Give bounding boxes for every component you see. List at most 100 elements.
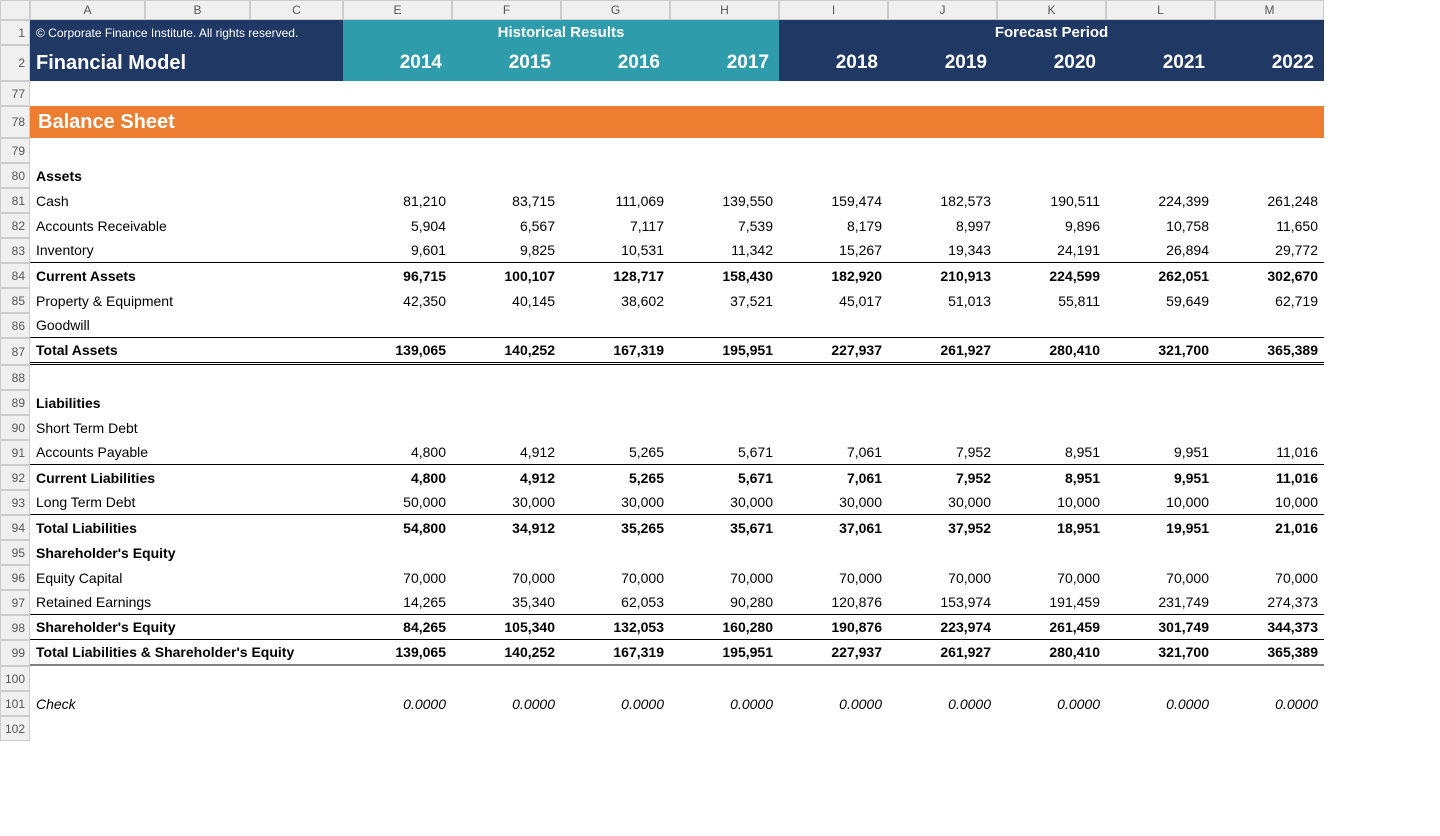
value-cell: 140,252 — [452, 338, 561, 365]
value-cell — [1215, 313, 1324, 338]
blank — [888, 390, 997, 415]
blank — [997, 390, 1106, 415]
value-cell: 8,951 — [997, 465, 1106, 490]
blank — [888, 163, 997, 188]
row-header-99[interactable]: 99 — [0, 640, 30, 666]
value-cell: 30,000 — [452, 490, 561, 515]
blank — [670, 163, 779, 188]
row-label: Property & Equipment — [30, 288, 343, 313]
value-cell: 0.0000 — [1106, 691, 1215, 716]
row-header-80[interactable]: 80 — [0, 163, 30, 188]
row-header-78[interactable]: 78 — [0, 106, 30, 138]
row-header-100[interactable]: 100 — [0, 666, 30, 691]
column-header-G[interactable]: G — [561, 0, 670, 20]
row-header-84[interactable]: 84 — [0, 263, 30, 288]
row-header-98[interactable]: 98 — [0, 615, 30, 640]
blank — [343, 540, 452, 565]
cell[interactable]: © Corporate Finance Institute. All right… — [30, 20, 343, 45]
value-cell: 301,749 — [1106, 615, 1215, 640]
value-cell: 11,016 — [1215, 440, 1324, 465]
blank — [888, 540, 997, 565]
value-cell: 26,894 — [1106, 238, 1215, 263]
column-header-E[interactable]: E — [343, 0, 452, 20]
value-cell: 10,531 — [561, 238, 670, 263]
value-cell — [452, 313, 561, 338]
value-cell: 11,650 — [1215, 213, 1324, 238]
blank — [997, 163, 1106, 188]
column-header-B[interactable]: B — [145, 0, 250, 20]
column-header-K[interactable]: K — [997, 0, 1106, 20]
blank — [997, 540, 1106, 565]
row-header-96[interactable]: 96 — [0, 565, 30, 590]
value-cell: 10,000 — [1215, 490, 1324, 515]
value-cell: 160,280 — [670, 615, 779, 640]
row-header-1[interactable]: 1 — [0, 20, 30, 45]
row-header-79[interactable]: 79 — [0, 138, 30, 163]
blank — [30, 716, 1324, 741]
value-cell: 0.0000 — [452, 691, 561, 716]
column-header-I[interactable]: I — [779, 0, 888, 20]
row-label: Inventory — [30, 238, 343, 263]
value-cell: 274,373 — [1215, 590, 1324, 615]
year-header-2015: 2015 — [452, 45, 561, 81]
value-cell: 7,117 — [561, 213, 670, 238]
blank — [561, 390, 670, 415]
value-cell: 182,573 — [888, 188, 997, 213]
value-cell: 38,602 — [561, 288, 670, 313]
row-header-85[interactable]: 85 — [0, 288, 30, 313]
year-header-2022: 2022 — [1215, 45, 1324, 81]
value-cell: 29,772 — [1215, 238, 1324, 263]
row-header-81[interactable]: 81 — [0, 188, 30, 213]
row-header-94[interactable]: 94 — [0, 515, 30, 540]
row-header-2[interactable]: 2 — [0, 45, 30, 81]
row-header-86[interactable]: 86 — [0, 313, 30, 338]
value-cell: 50,000 — [343, 490, 452, 515]
value-cell — [888, 313, 997, 338]
value-cell: 19,343 — [888, 238, 997, 263]
row-header-90[interactable]: 90 — [0, 415, 30, 440]
value-cell: 5,671 — [670, 440, 779, 465]
column-header-J[interactable]: J — [888, 0, 997, 20]
blank — [30, 666, 1324, 691]
column-header-F[interactable]: F — [452, 0, 561, 20]
value-cell: 167,319 — [561, 640, 670, 666]
row-header-89[interactable]: 89 — [0, 390, 30, 415]
row-header-77[interactable]: 77 — [0, 81, 30, 106]
column-header-C[interactable]: C — [250, 0, 343, 20]
value-cell: 167,319 — [561, 338, 670, 365]
value-cell: 344,373 — [1215, 615, 1324, 640]
row-header-87[interactable]: 87 — [0, 338, 30, 365]
column-header-L[interactable]: L — [1106, 0, 1215, 20]
value-cell: 321,700 — [1106, 640, 1215, 666]
value-cell: 9,951 — [1106, 440, 1215, 465]
value-cell: 9,825 — [452, 238, 561, 263]
value-cell: 96,715 — [343, 263, 452, 288]
row-header-95[interactable]: 95 — [0, 540, 30, 565]
row-header-93[interactable]: 93 — [0, 490, 30, 515]
value-cell: 0.0000 — [1215, 691, 1324, 716]
row-header-82[interactable]: 82 — [0, 213, 30, 238]
spreadsheet-grid[interactable]: ABCEFGHIJKLM 1© Corporate Finance Institu… — [0, 0, 1440, 741]
row-header-91[interactable]: 91 — [0, 440, 30, 465]
row-header-102[interactable]: 102 — [0, 716, 30, 741]
value-cell: 261,248 — [1215, 188, 1324, 213]
value-cell — [888, 415, 997, 440]
column-header-H[interactable]: H — [670, 0, 779, 20]
column-header-M[interactable]: M — [1215, 0, 1324, 20]
value-cell: 62,719 — [1215, 288, 1324, 313]
row-header-83[interactable]: 83 — [0, 238, 30, 263]
value-cell: 0.0000 — [779, 691, 888, 716]
blank — [561, 540, 670, 565]
select-all-corner[interactable] — [0, 0, 30, 20]
value-cell: 18,951 — [997, 515, 1106, 540]
blank — [343, 163, 452, 188]
row-header-92[interactable]: 92 — [0, 465, 30, 490]
blank — [30, 138, 1324, 163]
value-cell — [997, 313, 1106, 338]
row-header-101[interactable]: 101 — [0, 691, 30, 716]
blank — [779, 540, 888, 565]
value-cell: 70,000 — [561, 565, 670, 590]
row-header-97[interactable]: 97 — [0, 590, 30, 615]
column-header-A[interactable]: A — [30, 0, 145, 20]
row-header-88[interactable]: 88 — [0, 365, 30, 390]
